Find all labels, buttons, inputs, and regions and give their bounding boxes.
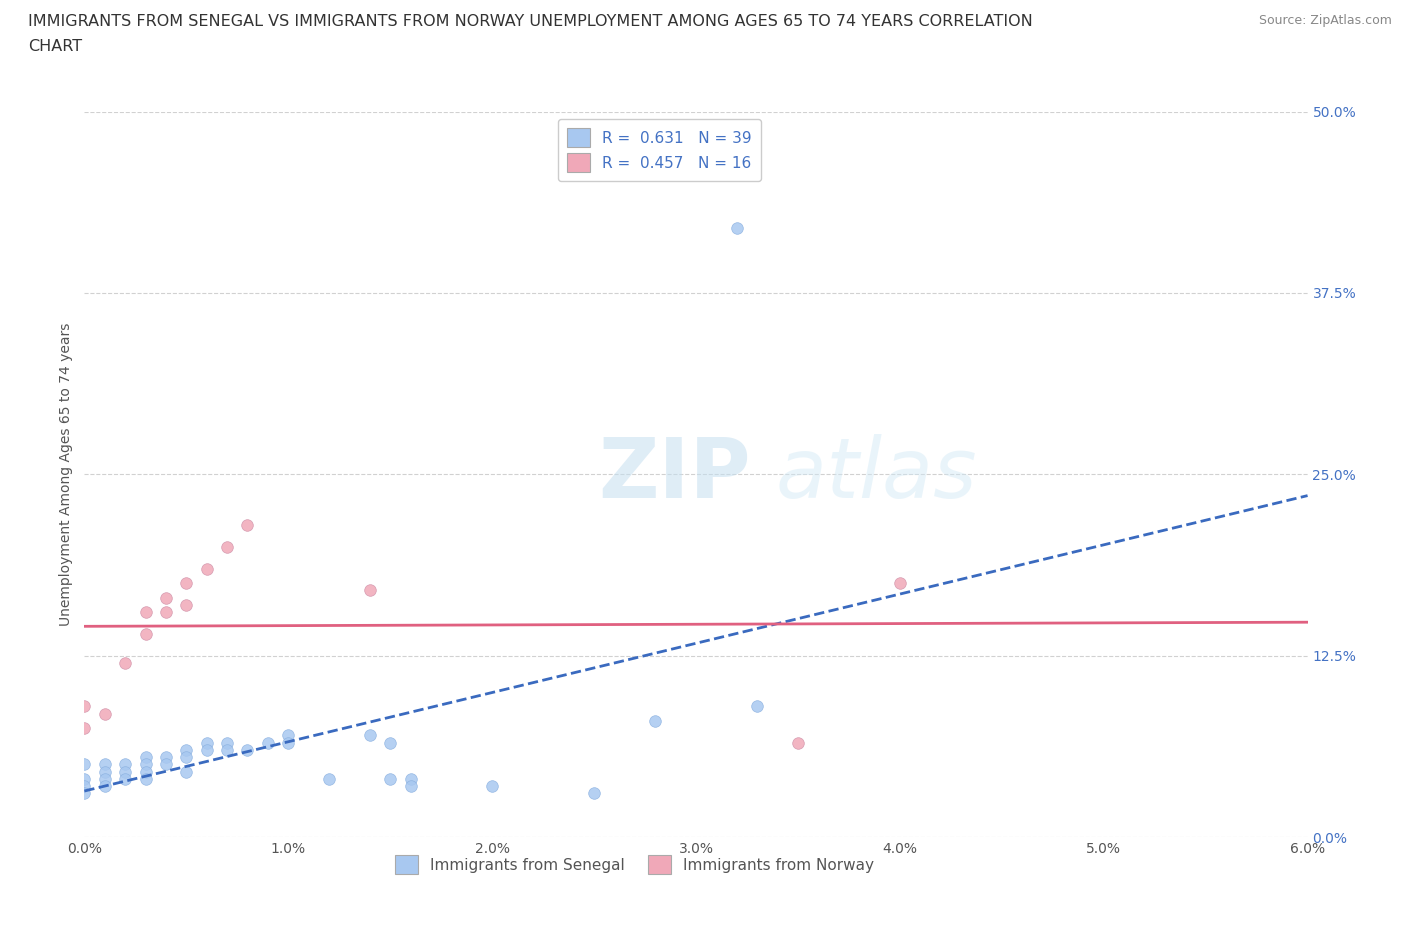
Point: [73, 786, 96, 801]
Point: [195, 561, 218, 576]
Point: [176, 576, 198, 591]
Point: [787, 736, 810, 751]
Point: [318, 772, 340, 787]
Point: [93, 757, 117, 772]
Point: [399, 772, 422, 787]
Text: Source: ZipAtlas.com: Source: ZipAtlas.com: [1258, 14, 1392, 27]
Point: [176, 742, 198, 757]
Point: [93, 764, 117, 779]
Point: [135, 750, 157, 764]
Y-axis label: Unemployment Among Ages 65 to 74 years: Unemployment Among Ages 65 to 74 years: [59, 323, 73, 626]
Point: [195, 742, 218, 757]
Point: [73, 721, 96, 736]
Point: [114, 764, 136, 779]
Point: [73, 772, 96, 787]
Text: CHART: CHART: [28, 39, 82, 54]
Point: [135, 764, 157, 779]
Point: [135, 604, 157, 619]
Point: [277, 736, 299, 751]
Point: [176, 750, 198, 764]
Point: [644, 713, 666, 728]
Point: [359, 728, 381, 743]
Legend: Immigrants from Senegal, Immigrants from Norway: Immigrants from Senegal, Immigrants from…: [389, 849, 880, 880]
Point: [747, 699, 769, 714]
Point: [257, 736, 280, 751]
Point: [93, 772, 117, 787]
Point: [114, 772, 136, 787]
Point: [277, 728, 299, 743]
Point: [359, 583, 381, 598]
Point: [481, 778, 503, 793]
Point: [176, 597, 198, 612]
Point: [114, 656, 136, 671]
Point: [114, 757, 136, 772]
Point: [399, 778, 422, 793]
Point: [889, 576, 911, 591]
Point: [380, 772, 402, 787]
Point: [217, 539, 239, 554]
Point: [176, 764, 198, 779]
Point: [135, 757, 157, 772]
Point: [155, 750, 177, 764]
Point: [135, 627, 157, 642]
Point: [195, 736, 218, 751]
Point: [135, 772, 157, 787]
Text: IMMIGRANTS FROM SENEGAL VS IMMIGRANTS FROM NORWAY UNEMPLOYMENT AMONG AGES 65 TO : IMMIGRANTS FROM SENEGAL VS IMMIGRANTS FR…: [28, 14, 1033, 29]
Point: [155, 757, 177, 772]
Point: [583, 786, 606, 801]
Point: [155, 604, 177, 619]
Point: [380, 736, 402, 751]
Point: [236, 518, 259, 533]
Point: [93, 778, 117, 793]
Point: [236, 742, 259, 757]
Point: [725, 220, 748, 235]
Text: ZIP: ZIP: [598, 433, 751, 515]
Point: [217, 742, 239, 757]
Point: [93, 706, 117, 721]
Point: [73, 757, 96, 772]
Text: atlas: atlas: [776, 433, 977, 515]
Point: [73, 778, 96, 793]
Point: [155, 591, 177, 605]
Point: [73, 699, 96, 714]
Point: [217, 736, 239, 751]
